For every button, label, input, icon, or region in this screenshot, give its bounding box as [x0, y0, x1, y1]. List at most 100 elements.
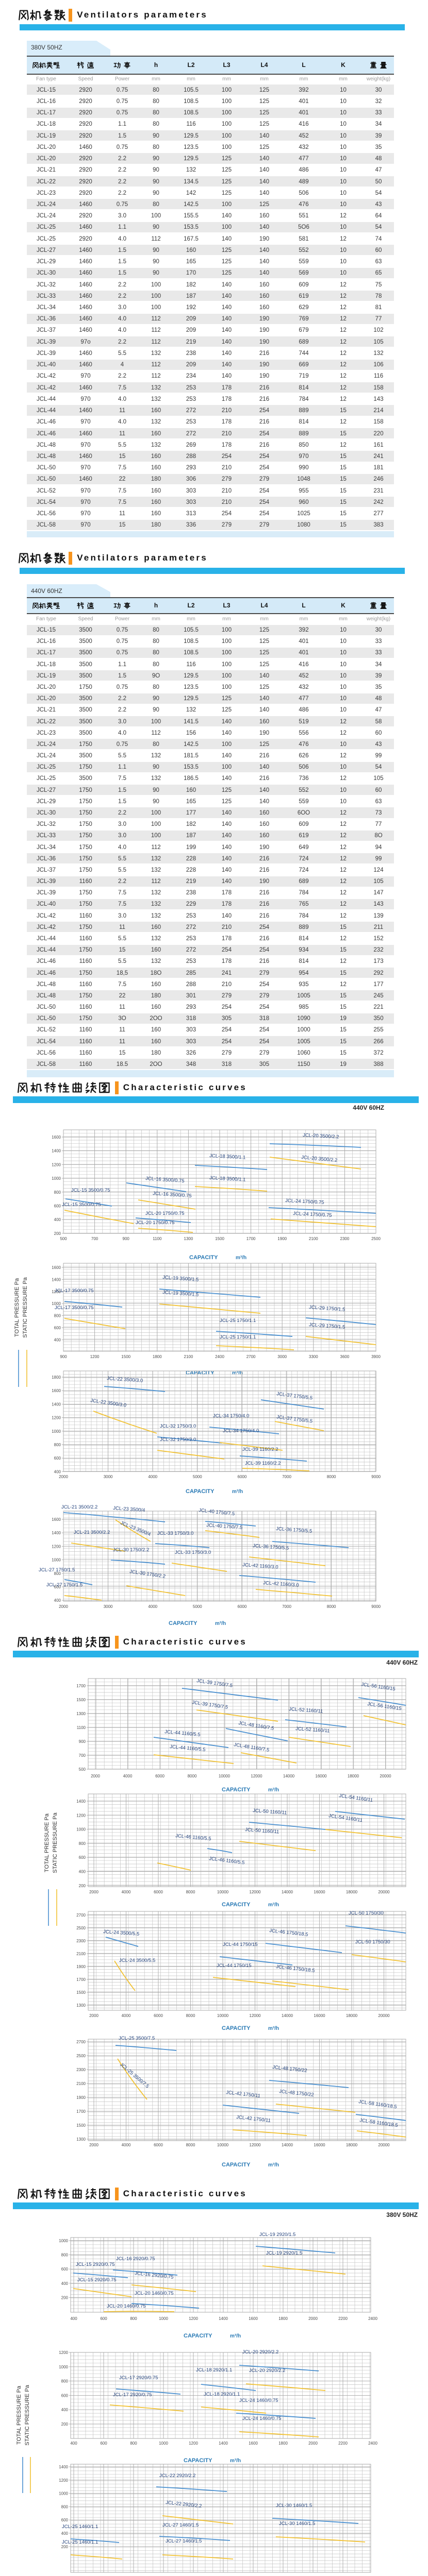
svg-text:JCL-30 1460/1.5: JCL-30 1460/1.5	[276, 2503, 312, 2509]
svg-text:1400: 1400	[219, 2316, 228, 2321]
svg-text:1300: 1300	[76, 2137, 86, 2142]
svg-text:CAPACITY: CAPACITY	[184, 2458, 212, 2464]
svg-text:1200: 1200	[189, 2441, 198, 2446]
svg-text:500: 500	[79, 1767, 86, 1772]
svg-text:JCL-24 1460/0.75: JCL-24 1460/0.75	[239, 2398, 278, 2403]
svg-text:JCL-24 1750/0.75: JCL-24 1750/0.75	[293, 1211, 332, 1218]
svg-text:1200: 1200	[59, 2350, 68, 2355]
svg-text:500: 500	[60, 1236, 67, 1241]
svg-text:JCL-15 3500/0.75: JCL-15 3500/0.75	[71, 1188, 110, 1193]
svg-text:3600: 3600	[340, 1354, 350, 1359]
svg-text:JCL-15 2920/0.75: JCL-15 2920/0.75	[77, 2277, 117, 2283]
svg-text:800: 800	[61, 2504, 69, 2509]
svg-text:800: 800	[61, 2379, 69, 2384]
svg-text:JCL-30 1750/2.2: JCL-30 1750/2.2	[113, 1547, 149, 1553]
svg-text:1600: 1600	[52, 1388, 61, 1393]
svg-text:6000: 6000	[155, 1774, 164, 1778]
svg-text:JCL-22 2920/2.2: JCL-22 2920/2.2	[166, 2500, 202, 2509]
svg-text:1400: 1400	[76, 1799, 86, 1804]
svg-text:800: 800	[130, 2316, 137, 2321]
svg-text:600: 600	[54, 1585, 61, 1589]
svg-text:800: 800	[54, 1314, 61, 1318]
svg-text:JCL-44 1750/15: JCL-44 1750/15	[217, 1963, 252, 1969]
svg-text:JCL-54 1160/11: JCL-54 1160/11	[339, 1793, 373, 1803]
svg-text:4000: 4000	[122, 2143, 131, 2147]
svg-text:JCL-46 1160/5.5: JCL-46 1160/5.5	[175, 1833, 211, 1842]
svg-text:12000: 12000	[251, 1774, 262, 1778]
svg-text:8000: 8000	[186, 1890, 195, 1894]
svg-text:1600: 1600	[249, 2441, 258, 2446]
svg-text:600: 600	[100, 2316, 107, 2321]
svg-text:400: 400	[54, 1598, 61, 1603]
svg-text:1600: 1600	[249, 2316, 258, 2321]
svg-text:JCL-36 1750/5.5: JCL-36 1750/5.5	[276, 1526, 312, 1534]
svg-text:9000: 9000	[371, 1475, 381, 1479]
svg-text:JCL-21 3500/2.2: JCL-21 3500/2.2	[74, 1530, 110, 1535]
svg-text:2400: 2400	[368, 2441, 377, 2446]
svg-text:600: 600	[61, 2267, 69, 2272]
svg-text:200: 200	[61, 2545, 69, 2549]
svg-text:200: 200	[61, 2295, 69, 2300]
svg-text:JCL-50 1750/30: JCL-50 1750/30	[355, 1939, 390, 1945]
svg-text:8000: 8000	[327, 1604, 336, 1609]
svg-text:CAPACITY: CAPACITY	[222, 1787, 251, 1793]
svg-text:JCL-39 1160/2.2: JCL-39 1160/2.2	[242, 1447, 278, 1452]
svg-text:JCL-22 2920/2.2: JCL-22 2920/2.2	[159, 2473, 195, 2479]
svg-text:20000: 20000	[378, 1890, 390, 1894]
svg-text:16000: 16000	[314, 1890, 325, 1894]
svg-text:JCL-18 2920/1.1: JCL-18 2920/1.1	[204, 2392, 240, 2397]
svg-text:JCL-24 1750/0.75: JCL-24 1750/0.75	[285, 1198, 324, 1206]
svg-text:JCL-50 1750/30: JCL-50 1750/30	[349, 1910, 384, 1916]
svg-text:1400: 1400	[52, 1277, 61, 1282]
svg-text:1000: 1000	[159, 2441, 168, 2446]
svg-text:JCL-24 3500/5.5: JCL-24 3500/5.5	[119, 1958, 155, 1963]
svg-text:1600: 1600	[52, 1265, 61, 1270]
svg-text:1000: 1000	[52, 1558, 61, 1563]
svg-text:6000: 6000	[154, 2013, 163, 2018]
svg-text:JCL-15 2920/0.75: JCL-15 2920/0.75	[76, 2262, 115, 2267]
svg-text:1400: 1400	[52, 1149, 61, 1154]
svg-text:6000: 6000	[154, 1890, 163, 1894]
svg-text:4000: 4000	[123, 1774, 133, 1778]
svg-text:1100: 1100	[77, 1725, 86, 1730]
svg-text:2500: 2500	[76, 2054, 86, 2058]
svg-text:14000: 14000	[282, 2013, 293, 2018]
svg-text:8000: 8000	[186, 2143, 195, 2147]
svg-text:14000: 14000	[283, 1774, 295, 1778]
svg-text:CAPACITY: CAPACITY	[169, 1620, 197, 1626]
svg-text:JCL-32 1750/3.0: JCL-32 1750/3.0	[160, 1423, 196, 1429]
svg-text:CAPACITY: CAPACITY	[186, 1488, 215, 1495]
svg-text:JCL-27 1750/1.5: JCL-27 1750/1.5	[46, 1582, 83, 1588]
svg-text:JCL-23 3500/4: JCL-23 3500/4	[113, 1505, 145, 1513]
svg-text:3300: 3300	[309, 1354, 318, 1359]
svg-text:JCL-19 2920/1.5: JCL-19 2920/1.5	[266, 2250, 302, 2256]
svg-text:600: 600	[54, 1326, 61, 1330]
svg-text:JCL-30 1750/2.2: JCL-30 1750/2.2	[129, 1569, 166, 1580]
svg-text:1300: 1300	[76, 1711, 86, 1716]
svg-text:JCL-48 1160/7.5: JCL-48 1160/7.5	[238, 1720, 274, 1732]
svg-text:6000: 6000	[238, 1475, 247, 1479]
svg-text:2000: 2000	[59, 1475, 68, 1479]
svg-text:CAPACITY: CAPACITY	[222, 2025, 251, 2031]
svg-text:800: 800	[61, 2253, 69, 2258]
svg-text:2100: 2100	[76, 2081, 86, 2086]
svg-text:1600: 1600	[52, 1517, 61, 1522]
svg-text:1500: 1500	[215, 1236, 224, 1241]
svg-text:18000: 18000	[348, 1774, 359, 1778]
svg-text:600: 600	[54, 1204, 61, 1209]
svg-text:1700: 1700	[246, 1236, 256, 1241]
svg-text:JCL-18 2920/1.1: JCL-18 2920/1.1	[196, 2367, 232, 2373]
svg-text:4000: 4000	[122, 2013, 131, 2018]
svg-text:JCL-17 2920/0.75: JCL-17 2920/0.75	[119, 2375, 158, 2381]
svg-text:JCL-39 1160/2.2: JCL-39 1160/2.2	[245, 1461, 281, 1466]
svg-text:JCL-20 1750/0.75: JCL-20 1750/0.75	[145, 1211, 185, 1216]
svg-text:STATIC PRESSURE Pa: STATIC PRESSURE Pa	[22, 1277, 28, 1337]
svg-text:1700: 1700	[76, 2109, 86, 2114]
svg-text:JCL-17 3500/0.75: JCL-17 3500/0.75	[55, 1305, 94, 1311]
svg-text:STATIC PRESSURE Pa: STATIC PRESSURE Pa	[24, 2384, 30, 2445]
svg-text:400: 400	[54, 1217, 61, 1222]
svg-text:4000: 4000	[148, 1475, 157, 1479]
svg-text:1000: 1000	[59, 2492, 68, 2496]
svg-text:JCL-46 1750/18.5: JCL-46 1750/18.5	[269, 1928, 308, 1938]
svg-text:2000: 2000	[89, 2143, 98, 2147]
